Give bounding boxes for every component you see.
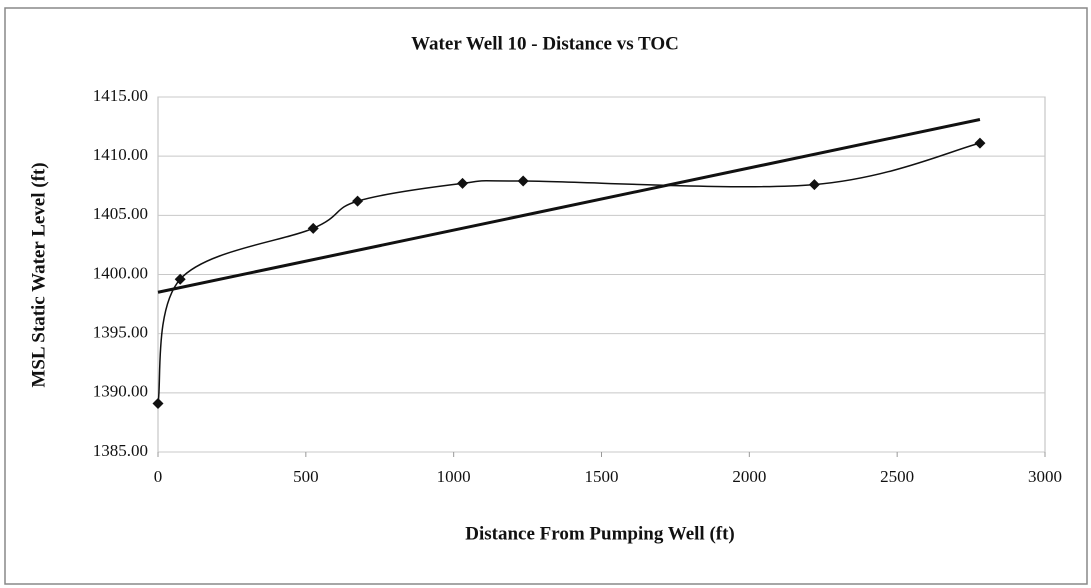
marker [307, 222, 319, 234]
x-tick-label: 1500 [585, 467, 619, 486]
x-tick-label: 0 [154, 467, 163, 486]
x-tick-label: 1000 [437, 467, 471, 486]
y-tick-label: 1410.00 [93, 145, 148, 164]
marker [174, 273, 186, 285]
x-tick-label: 500 [293, 467, 319, 486]
marker [974, 137, 986, 149]
trendline [157, 118, 981, 294]
y-tick-label: 1405.00 [93, 204, 148, 223]
marker [152, 397, 164, 409]
x-tick-label: 3000 [1028, 467, 1062, 486]
x-tick-label: 2000 [732, 467, 766, 486]
y-tick-label: 1385.00 [93, 441, 148, 460]
y-tick-label: 1400.00 [93, 263, 148, 282]
marker [517, 175, 529, 187]
x-axis-label: Distance From Pumping Well (ft) [465, 523, 735, 544]
smooth-line [157, 142, 981, 404]
y-axis-label: MSL Static Water Level (ft) [28, 162, 49, 387]
marker [457, 177, 469, 189]
chart-frame [4, 7, 1088, 585]
marker [352, 195, 364, 207]
x-tick-label: 2500 [880, 467, 914, 486]
marker [808, 179, 820, 191]
y-tick-label: 1390.00 [93, 382, 148, 401]
y-tick-label: 1395.00 [93, 323, 148, 342]
y-tick-label: 1415.00 [93, 86, 148, 105]
chart-title: Water Well 10 - Distance vs TOC [411, 33, 679, 54]
